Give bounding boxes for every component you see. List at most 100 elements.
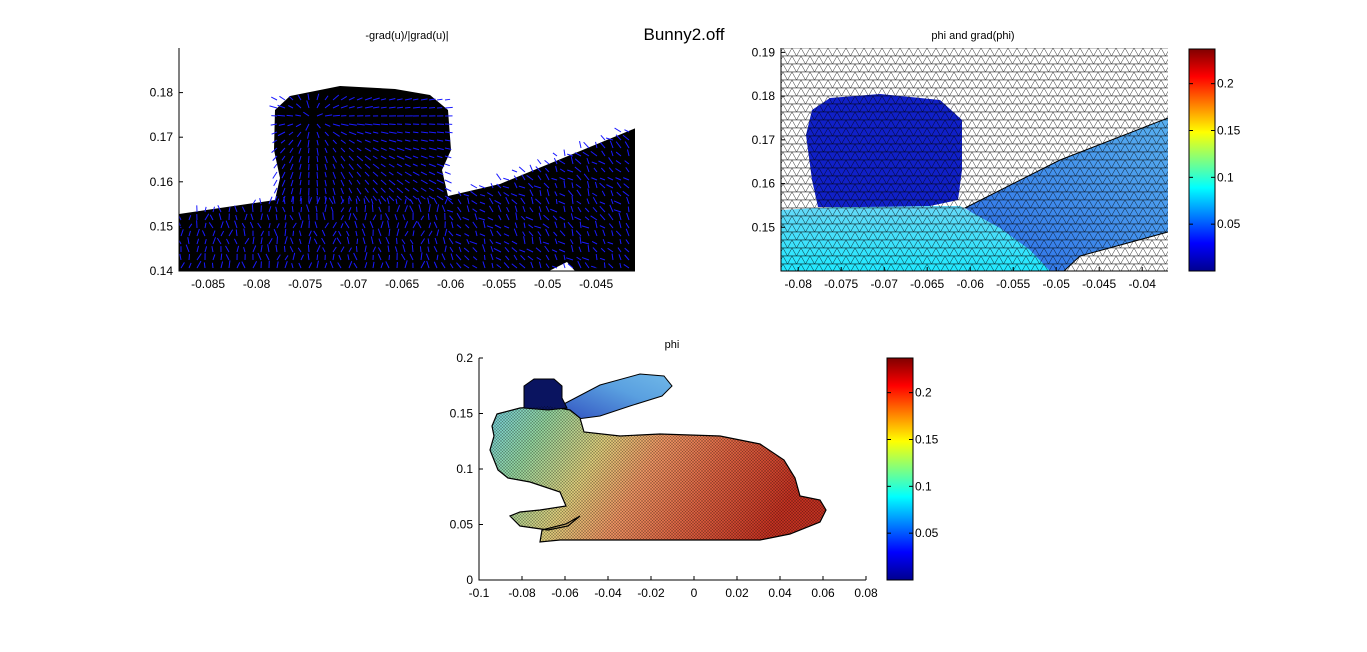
quiver-arrow [472, 247, 478, 253]
quiver-arrow [607, 247, 614, 253]
quiver-arrow [364, 252, 368, 261]
quiver-arrow [313, 238, 318, 245]
quiver-arrow [356, 106, 363, 109]
quiver-arrow [300, 206, 303, 213]
quiver-arrow [337, 262, 342, 269]
quiver-arrow [220, 261, 224, 269]
quiver-arrow [567, 263, 574, 269]
quiver-arrow [332, 253, 335, 261]
quiver-arrow [364, 205, 367, 213]
quiver-arrow [289, 147, 294, 154]
quiver-arrow [489, 197, 494, 205]
quiver-arrow [522, 231, 526, 237]
quiver-arrow [444, 163, 450, 167]
quiver-arrow [584, 262, 590, 269]
quiver-arrow [340, 147, 346, 153]
quiver-arrow [314, 221, 318, 229]
quiver-arrow [420, 106, 428, 109]
quiver-arrow [324, 187, 327, 195]
quiver-arrow [378, 238, 382, 245]
quiver-arrow [273, 163, 278, 169]
quiver-arrow [479, 233, 486, 237]
quiver-arrow [297, 247, 302, 253]
quiver-arrow [586, 157, 590, 165]
quiver-arrow [355, 206, 358, 213]
quiver-arrow [504, 225, 510, 229]
x-tick-label: -0.07 [871, 277, 899, 291]
quiver-arrow [290, 163, 294, 171]
quiver-arrow [570, 205, 574, 213]
y-tick-label: 0.15 [150, 219, 174, 233]
quiver-arrow [449, 246, 454, 253]
quiver-arrow [418, 204, 422, 213]
quiver-arrow [533, 185, 542, 189]
quiver-arrow [225, 245, 230, 253]
quiver-arrow [283, 196, 286, 205]
quiver-arrow [511, 169, 518, 173]
quiver-arrow [364, 171, 370, 177]
quiver-arrow [554, 221, 558, 229]
quiver-arrow [353, 262, 358, 269]
quiver-arrow [313, 230, 318, 237]
quiver-arrow [593, 167, 598, 173]
quiver-arrow [506, 206, 510, 213]
quiver-arrow [316, 163, 319, 171]
quiver-arrow [404, 198, 407, 205]
quiver-arrow [458, 246, 462, 253]
quiver-arrow [420, 155, 428, 159]
quiver-arrow [614, 127, 622, 133]
quiver-arrow [411, 244, 414, 253]
quiver-arrow [306, 100, 310, 109]
quiver-arrow [307, 253, 310, 261]
quiver-arrow [608, 167, 614, 173]
quiver-arrow [537, 175, 542, 181]
quiver-arrow [600, 134, 606, 141]
quiver-arrow [235, 214, 238, 221]
quiver-arrow [259, 198, 262, 205]
quiver-arrow [295, 123, 302, 128]
quiver-arrow [276, 198, 280, 205]
quiver-arrow [479, 201, 486, 205]
x-tick-label: -0.08 [785, 277, 813, 291]
quiver-arrow [276, 261, 279, 269]
quiver-arrow [545, 228, 550, 237]
quiver-arrow [513, 228, 518, 237]
quiver-arrow [444, 245, 447, 253]
quiver-arrow [251, 204, 254, 213]
y-tick-label: 0.16 [752, 177, 776, 191]
quiver-arrow [388, 123, 396, 126]
quiver-arrow [436, 229, 440, 237]
quiver-arrow [380, 98, 387, 101]
quiver-arrow [332, 171, 337, 179]
x-tick-label: 0.06 [811, 586, 835, 600]
quiver-arrow [290, 179, 294, 187]
quiver-arrow [571, 244, 574, 253]
quiver-arrow [307, 93, 310, 101]
quiver-arrow [387, 245, 390, 253]
panel-phi-grad-axes-box [780, 48, 1168, 272]
quiver-arrow [346, 230, 350, 237]
quiver-arrow [605, 137, 614, 141]
quiver-arrow [566, 153, 574, 157]
quiver-arrow [356, 131, 364, 135]
quiver-arrow [332, 238, 337, 245]
quiver-arrow [324, 179, 327, 187]
quiver-arrow [456, 212, 462, 221]
quiver-arrow [525, 216, 534, 221]
quiver-arrow [396, 106, 404, 109]
quiver-arrow [241, 261, 246, 269]
quiver-arrow [322, 247, 326, 253]
quiver-arrow [348, 131, 357, 136]
quiver-arrow [428, 147, 437, 151]
quiver-arrow [479, 209, 486, 213]
quiver-arrow [420, 131, 429, 134]
quiver-arrow [380, 139, 387, 143]
quiver-arrow [496, 230, 502, 237]
quiver-arrow [543, 182, 550, 189]
x-tick-label: 0.04 [768, 586, 792, 600]
quiver-arrow [402, 244, 406, 253]
quiver-arrow [428, 131, 437, 134]
quiver-arrow [554, 254, 558, 261]
quiver-arrow [442, 237, 446, 245]
quiver-arrow [369, 221, 374, 229]
